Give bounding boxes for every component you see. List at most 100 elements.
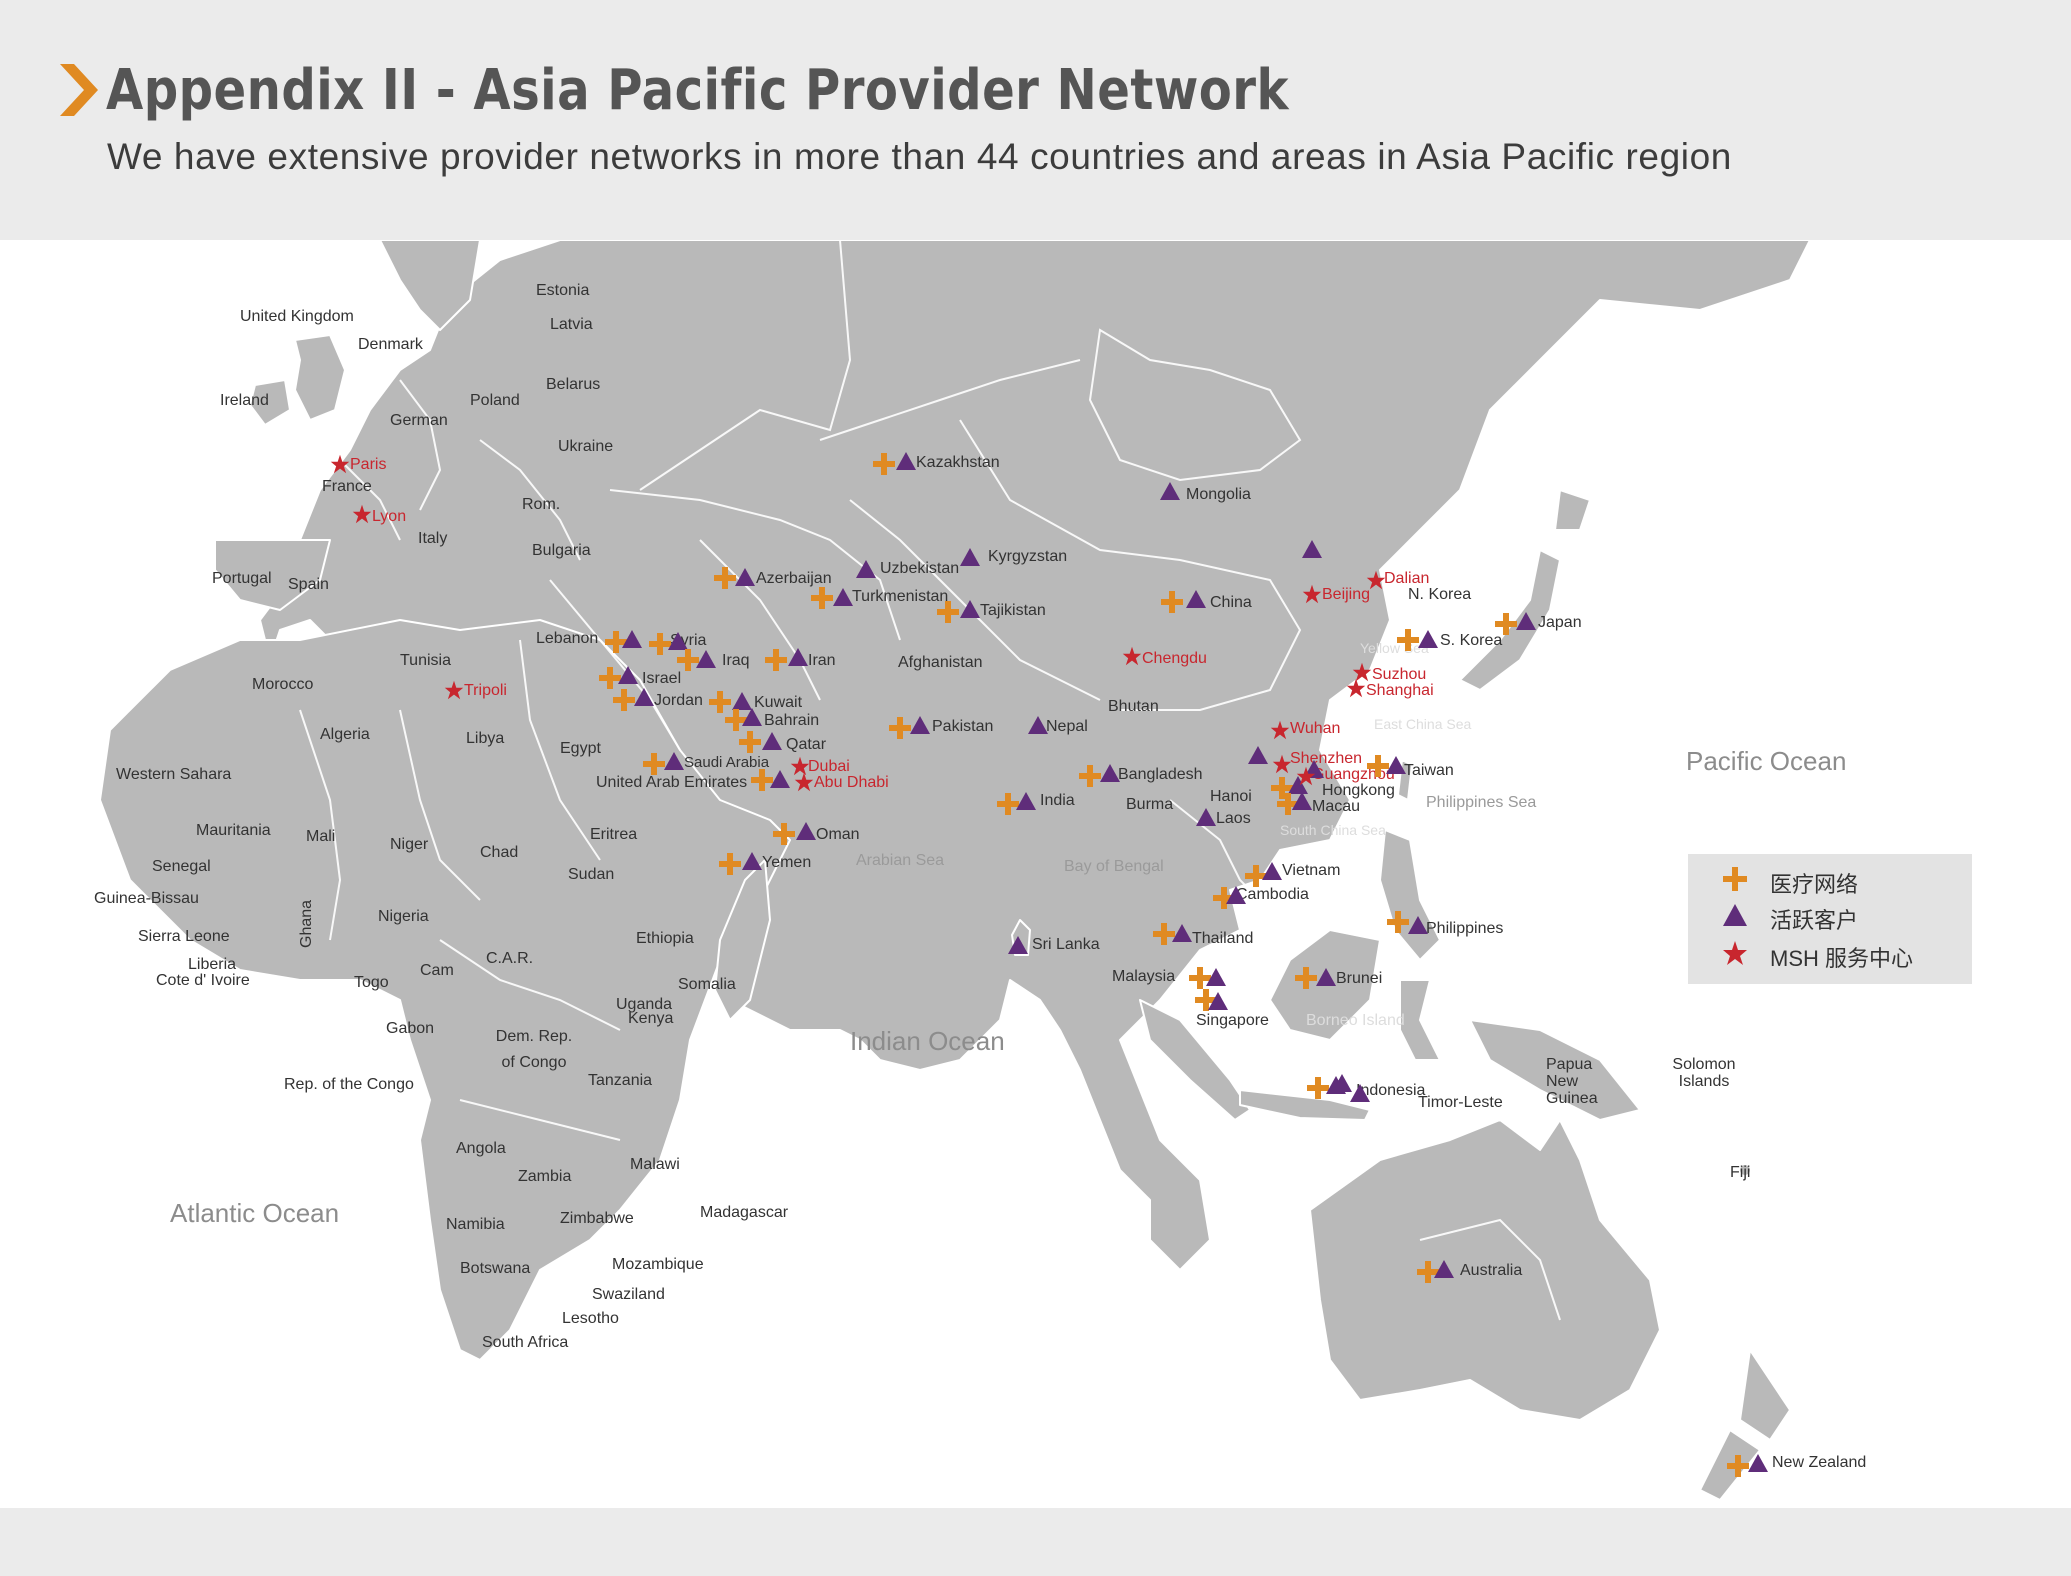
country-label: Belarus	[546, 376, 601, 393]
cross-icon	[1271, 777, 1293, 804]
country-label: German	[390, 412, 448, 429]
country-label: Australia	[1460, 1262, 1523, 1279]
country-label: Cote d' Ivoire	[156, 972, 250, 989]
sea-label: Bay of Bengal	[1064, 858, 1164, 875]
country-label: Cam	[420, 962, 454, 979]
country-label: Thailand	[1192, 930, 1254, 947]
city-label: Dalian	[1384, 570, 1430, 587]
madagascar-landmass	[714, 859, 771, 1021]
cross-icon	[599, 667, 621, 694]
triangle-icon	[960, 600, 980, 623]
star-icon	[1723, 941, 1747, 965]
country-label: France	[322, 478, 372, 495]
uk-landmass	[294, 334, 346, 421]
country-label: Bulgaria	[532, 542, 591, 559]
country-label: Israel	[642, 670, 682, 687]
country-label: Singapore	[1196, 1012, 1269, 1029]
star-icon	[1270, 720, 1290, 745]
star-icon	[1346, 678, 1366, 703]
country-label: Niger	[390, 836, 429, 853]
country-label: Japan	[1538, 614, 1582, 631]
cross-icon	[605, 631, 627, 658]
triangle-icon	[668, 632, 688, 655]
country-label: Nigeria	[378, 908, 429, 925]
eurasia-landmass	[259, 240, 1811, 1271]
country-label: Fiji	[1730, 1164, 1751, 1181]
star-icon	[794, 772, 814, 797]
country-label: Vietnam	[1282, 862, 1341, 879]
star-icon	[352, 504, 372, 529]
country-label: Iran	[808, 652, 836, 669]
cross-icon	[1495, 613, 1517, 640]
cross-icon	[677, 649, 699, 676]
country-label: Mauritania	[196, 822, 271, 839]
star-icon	[1296, 766, 1316, 791]
country-label: Lebanon	[536, 630, 599, 647]
country-label: Liberia	[188, 956, 237, 973]
triangle-icon	[1172, 924, 1192, 947]
triangle-icon	[1418, 630, 1438, 653]
legend-item: 活跃客户	[1722, 902, 1858, 933]
country-label: Algeria	[320, 726, 370, 743]
country-label: N. Korea	[1408, 586, 1472, 603]
scandinavia-landmass	[379, 240, 481, 331]
ocean-label: Pacific Ocean	[1686, 746, 1847, 776]
country-label: Cambodia	[1236, 886, 1309, 903]
star-icon	[1122, 646, 1142, 671]
country-label: S. Korea	[1440, 632, 1503, 649]
iberia-landmass	[214, 539, 331, 611]
country-label: Malawi	[630, 1156, 680, 1173]
legend-label: 活跃客户	[1770, 908, 1859, 933]
cross-icon	[1295, 967, 1317, 994]
star-icon	[330, 454, 350, 479]
country-label: Guinea-Bissau	[94, 890, 199, 907]
country-label: Kuwait	[754, 694, 803, 711]
sea-label: Borneo Island	[1306, 1012, 1405, 1029]
country-label: Namibia	[446, 1216, 505, 1233]
australia-landmass	[1309, 1119, 1661, 1421]
triangle-icon	[634, 688, 654, 711]
country-label: Mali	[306, 828, 336, 845]
country-label: Tanzania	[588, 1072, 653, 1089]
philippines-landmass	[1379, 829, 1441, 961]
country-label: Senegal	[152, 858, 211, 875]
triangle-icon	[742, 852, 762, 875]
cross-icon	[719, 853, 741, 880]
city-label: Paris	[350, 456, 387, 473]
cross-icon	[889, 717, 911, 744]
country-label: Bangladesh	[1118, 766, 1203, 783]
cross-icon	[1367, 755, 1389, 782]
cross-icon	[997, 793, 1019, 820]
city-label: Abu Dhabi	[814, 774, 889, 791]
cross-icon	[1417, 1261, 1439, 1288]
star-icon	[1302, 584, 1322, 609]
triangle-icon	[896, 452, 916, 475]
city-label: Chengdu	[1142, 650, 1207, 667]
country-label: Zambia	[518, 1168, 572, 1185]
triangle-icon	[796, 822, 816, 845]
triangle-icon	[1196, 808, 1216, 831]
triangle-icon	[1723, 904, 1747, 926]
triangle-icon	[1016, 792, 1036, 815]
legend-label: 医疗网络	[1770, 872, 1859, 897]
triangle-icon	[622, 630, 642, 653]
cross-icon	[725, 709, 747, 736]
country-label: Philippines	[1426, 920, 1504, 937]
star-icon	[790, 756, 810, 781]
country-label: Uganda	[616, 996, 673, 1013]
triangle-icon	[1262, 862, 1282, 885]
country-label: Macau	[1312, 798, 1361, 815]
country-label: Hanoi	[1210, 788, 1252, 805]
country-label: Egypt	[560, 740, 601, 757]
country-label: Italy	[418, 530, 448, 547]
country-label: Yemen	[762, 854, 812, 871]
triangle-icon	[1008, 936, 1028, 959]
triangle-icon	[1386, 756, 1406, 779]
city-label: Shenzhen	[1290, 750, 1363, 767]
country-label: United Kingdom	[240, 308, 354, 325]
cross-icon	[773, 823, 795, 850]
city-label: Beijing	[1322, 586, 1371, 603]
triangle-icon	[1304, 760, 1324, 783]
country-label: Latvia	[550, 316, 593, 333]
country-label: Poland	[470, 392, 520, 409]
